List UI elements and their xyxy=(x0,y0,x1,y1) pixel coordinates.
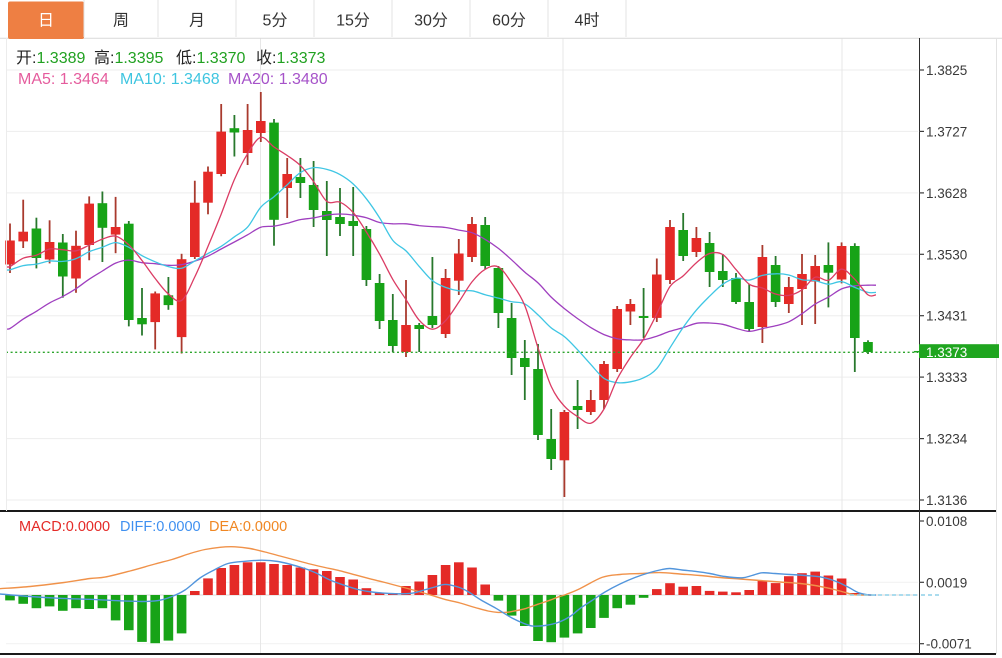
svg-text:1.3373: 1.3373 xyxy=(926,345,967,360)
svg-text:30分: 30分 xyxy=(414,12,448,30)
svg-text:1.3628: 1.3628 xyxy=(926,186,967,201)
svg-text:月: 月 xyxy=(189,13,205,30)
svg-text:1.3234: 1.3234 xyxy=(926,432,968,447)
svg-text:1.3530: 1.3530 xyxy=(926,247,967,262)
svg-text:1.3825: 1.3825 xyxy=(926,63,967,78)
svg-text:5分: 5分 xyxy=(263,12,288,30)
svg-text:60分: 60分 xyxy=(492,12,526,30)
svg-text:0.0019: 0.0019 xyxy=(926,575,967,590)
svg-text:4时: 4时 xyxy=(575,12,600,30)
svg-text:15分: 15分 xyxy=(336,12,370,30)
svg-text:1.3136: 1.3136 xyxy=(926,493,967,508)
svg-text:-0.0071: -0.0071 xyxy=(926,637,972,652)
svg-text:1.3431: 1.3431 xyxy=(926,309,967,324)
svg-text:0.0108: 0.0108 xyxy=(926,514,967,529)
svg-text:1.3333: 1.3333 xyxy=(926,370,967,385)
svg-text:周: 周 xyxy=(113,13,129,30)
svg-text:日: 日 xyxy=(38,13,54,30)
svg-text:1.3727: 1.3727 xyxy=(926,124,967,139)
